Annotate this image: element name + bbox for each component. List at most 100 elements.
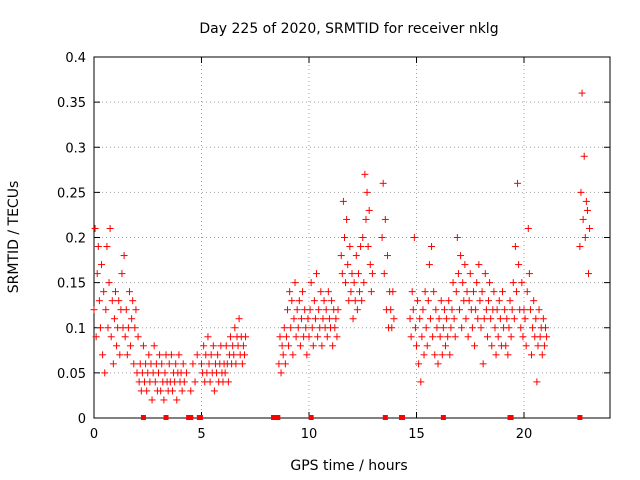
data-point xyxy=(482,306,490,314)
data-point xyxy=(207,351,215,359)
data-point xyxy=(514,179,522,187)
data-point xyxy=(356,288,364,296)
data-point xyxy=(132,306,140,314)
data-point xyxy=(423,342,431,350)
data-point xyxy=(517,324,525,332)
data-point xyxy=(363,188,371,196)
data-point xyxy=(585,270,592,278)
data-point xyxy=(160,396,168,404)
data-point xyxy=(227,333,235,341)
data-point xyxy=(165,360,173,368)
data-point xyxy=(180,378,188,386)
data-point xyxy=(408,288,416,296)
data-point xyxy=(98,261,106,269)
data-point xyxy=(345,297,353,305)
data-point xyxy=(281,360,289,368)
data-point xyxy=(331,324,339,332)
data-point xyxy=(116,351,124,359)
data-point xyxy=(426,315,434,323)
data-point xyxy=(145,351,153,359)
data-point xyxy=(155,369,162,377)
data-point xyxy=(526,306,534,314)
data-point xyxy=(294,324,302,332)
data-point xyxy=(205,360,213,368)
data-point xyxy=(222,342,230,350)
data-point xyxy=(221,369,229,377)
data-point xyxy=(433,324,441,332)
data-point xyxy=(288,297,296,305)
data-point xyxy=(383,252,391,260)
data-point xyxy=(290,315,298,323)
data-point xyxy=(99,351,107,359)
data-point xyxy=(422,324,430,332)
data-point xyxy=(418,333,426,341)
data-point xyxy=(409,306,417,314)
data-point xyxy=(464,333,472,341)
data-point xyxy=(456,306,463,314)
data-point xyxy=(485,297,493,305)
data-point xyxy=(175,351,183,359)
data-point xyxy=(198,360,205,368)
data-point xyxy=(103,243,111,251)
data-point xyxy=(407,333,415,341)
data-point xyxy=(239,342,247,350)
data-point xyxy=(432,306,440,314)
data-point xyxy=(499,288,506,296)
data-point xyxy=(494,333,502,341)
zero-point xyxy=(197,415,203,420)
data-point xyxy=(351,297,359,305)
data-point xyxy=(368,270,376,278)
data-point xyxy=(191,378,199,386)
data-point xyxy=(348,270,356,278)
data-point xyxy=(472,306,480,314)
data-point xyxy=(352,252,360,260)
data-point xyxy=(325,315,333,323)
data-point xyxy=(297,315,305,323)
data-point xyxy=(536,333,544,341)
data-point xyxy=(134,333,142,341)
data-point xyxy=(95,297,103,305)
data-point xyxy=(425,261,433,269)
data-point xyxy=(324,288,332,296)
data-point xyxy=(128,315,136,323)
data-point xyxy=(521,315,529,323)
data-point xyxy=(515,261,523,269)
data-point xyxy=(380,270,388,278)
data-point xyxy=(318,342,326,350)
y-tick-label: 0.4 xyxy=(65,51,86,66)
data-point xyxy=(349,315,357,323)
data-point xyxy=(200,342,208,350)
data-point xyxy=(241,351,248,359)
x-tick-label: 0 xyxy=(90,427,98,442)
data-point xyxy=(504,351,512,359)
data-point xyxy=(434,360,442,368)
data-point xyxy=(310,297,318,305)
data-point xyxy=(105,279,113,287)
x-tick-label: 5 xyxy=(197,427,205,442)
data-point xyxy=(311,315,319,323)
data-point xyxy=(496,315,504,323)
data-point xyxy=(539,315,547,323)
data-point xyxy=(286,288,294,296)
data-point xyxy=(158,360,166,368)
data-point xyxy=(379,179,387,187)
data-point xyxy=(512,288,520,296)
data-point xyxy=(365,206,373,214)
data-point xyxy=(110,315,118,323)
data-point xyxy=(127,342,135,350)
data-point xyxy=(445,297,453,305)
data-point xyxy=(167,351,175,359)
data-point xyxy=(156,351,164,359)
data-point xyxy=(389,288,397,296)
data-point xyxy=(415,360,423,368)
data-point xyxy=(438,351,446,359)
data-point xyxy=(459,279,467,287)
data-point xyxy=(148,396,156,404)
data-point xyxy=(523,288,531,296)
data-point xyxy=(108,297,116,305)
data-point xyxy=(528,351,536,359)
data-point xyxy=(357,243,365,251)
data-point xyxy=(291,279,299,287)
data-point xyxy=(540,342,548,350)
data-point xyxy=(309,342,317,350)
